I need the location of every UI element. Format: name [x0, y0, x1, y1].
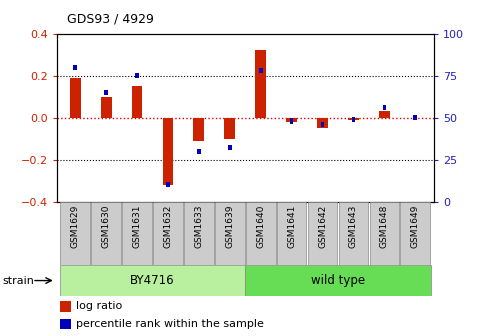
Bar — [61, 301, 70, 312]
Text: GSM1630: GSM1630 — [102, 205, 110, 248]
Bar — [379, 111, 390, 118]
Text: percentile rank within the sample: percentile rank within the sample — [76, 319, 264, 329]
Bar — [286, 118, 297, 122]
Text: wild type: wild type — [311, 274, 365, 287]
Text: GSM1633: GSM1633 — [194, 205, 204, 248]
Text: GSM1640: GSM1640 — [256, 205, 265, 248]
Text: log ratio: log ratio — [76, 301, 123, 311]
Bar — [153, 202, 183, 265]
Bar — [70, 78, 81, 118]
Text: BY4716: BY4716 — [130, 274, 175, 287]
Text: GSM1649: GSM1649 — [411, 205, 420, 248]
Bar — [184, 202, 214, 265]
Bar — [73, 65, 77, 70]
Bar — [166, 182, 170, 187]
Bar — [339, 202, 368, 265]
Bar — [105, 90, 108, 95]
Bar — [370, 202, 399, 265]
Bar — [352, 117, 355, 122]
Bar — [163, 118, 174, 185]
Bar — [317, 118, 328, 128]
Bar — [228, 145, 232, 151]
Bar — [383, 105, 386, 110]
Bar — [277, 202, 307, 265]
Bar — [91, 202, 121, 265]
Bar — [348, 118, 359, 120]
Bar — [61, 202, 90, 265]
Bar — [255, 50, 266, 118]
Text: GSM1641: GSM1641 — [287, 205, 296, 248]
Bar — [259, 68, 263, 73]
Text: GSM1631: GSM1631 — [133, 205, 141, 248]
Bar — [414, 115, 417, 120]
Bar — [193, 118, 204, 141]
Bar — [101, 97, 111, 118]
Text: GSM1642: GSM1642 — [318, 205, 327, 248]
Bar — [400, 202, 430, 265]
Text: GSM1643: GSM1643 — [349, 205, 358, 248]
Bar — [61, 319, 70, 329]
Bar — [290, 118, 293, 124]
Text: GSM1639: GSM1639 — [225, 205, 234, 248]
Bar — [320, 122, 324, 127]
Bar — [197, 149, 201, 154]
Bar — [308, 202, 337, 265]
Text: GSM1632: GSM1632 — [164, 205, 173, 248]
Bar — [215, 202, 245, 265]
Bar — [135, 73, 139, 78]
Bar — [122, 202, 152, 265]
Text: GDS93 / 4929: GDS93 / 4929 — [67, 12, 153, 25]
Bar — [245, 265, 431, 296]
Bar — [60, 265, 246, 296]
Bar — [246, 202, 276, 265]
Bar — [224, 118, 235, 138]
Text: strain: strain — [2, 276, 35, 286]
Text: GSM1629: GSM1629 — [70, 205, 80, 248]
Text: GSM1648: GSM1648 — [380, 205, 389, 248]
Bar — [132, 86, 142, 118]
